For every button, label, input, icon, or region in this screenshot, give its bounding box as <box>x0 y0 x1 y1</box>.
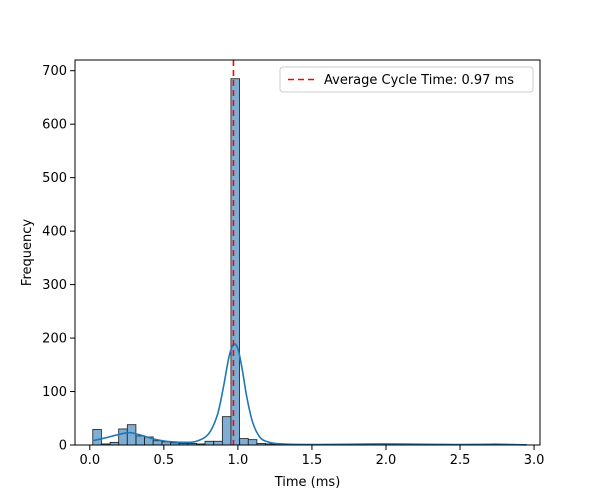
histogram-bar <box>213 440 223 446</box>
y-axis-label: Frequency <box>20 219 35 286</box>
y-axis-ticks: 0 100 200 300 400 500 600 700 <box>42 64 75 454</box>
y-tick-label: 700 <box>42 64 67 79</box>
histogram-bar <box>152 440 163 446</box>
y-tick-label: 100 <box>42 385 67 400</box>
histogram-bar <box>135 435 146 446</box>
legend: Average Cycle Time: 0.97 ms <box>279 66 534 93</box>
histogram-bar <box>118 428 128 446</box>
legend-box <box>279 66 534 93</box>
histogram-bar <box>92 429 102 446</box>
x-tick-label: 2.0 <box>376 453 397 468</box>
kde-curve <box>92 343 527 446</box>
x-axis-ticks: 0.0 0.5 1.0 1.5 2.0 2.5 3.0 <box>79 445 544 468</box>
histogram-bar <box>221 416 232 446</box>
x-tick-label: 0.5 <box>154 453 175 468</box>
x-tick-label: 1.0 <box>228 453 249 468</box>
histogram-bars <box>92 78 284 446</box>
y-tick-label: 600 <box>42 118 67 133</box>
y-tick-label: 300 <box>42 278 67 293</box>
histogram-bar <box>247 439 258 446</box>
y-tick-label: 500 <box>42 171 67 186</box>
legend-entry-average-cycle-time: Average Cycle Time: 0.97 ms <box>324 73 514 88</box>
histogram-bar <box>230 78 240 446</box>
y-tick-label: 400 <box>42 225 67 240</box>
y-tick-label: 200 <box>42 332 67 347</box>
x-tick-label: 0.0 <box>79 453 100 468</box>
histogram-bar <box>126 424 137 446</box>
x-tick-label: 3.0 <box>524 453 545 468</box>
x-tick-label: 2.5 <box>450 453 471 468</box>
y-tick-label: 0 <box>59 439 67 454</box>
x-tick-label: 1.5 <box>302 453 323 468</box>
histogram-bar <box>204 440 215 446</box>
histogram-bar <box>239 438 249 446</box>
x-axis-label: Time (ms) <box>274 475 341 490</box>
plot-frame <box>74 59 541 446</box>
